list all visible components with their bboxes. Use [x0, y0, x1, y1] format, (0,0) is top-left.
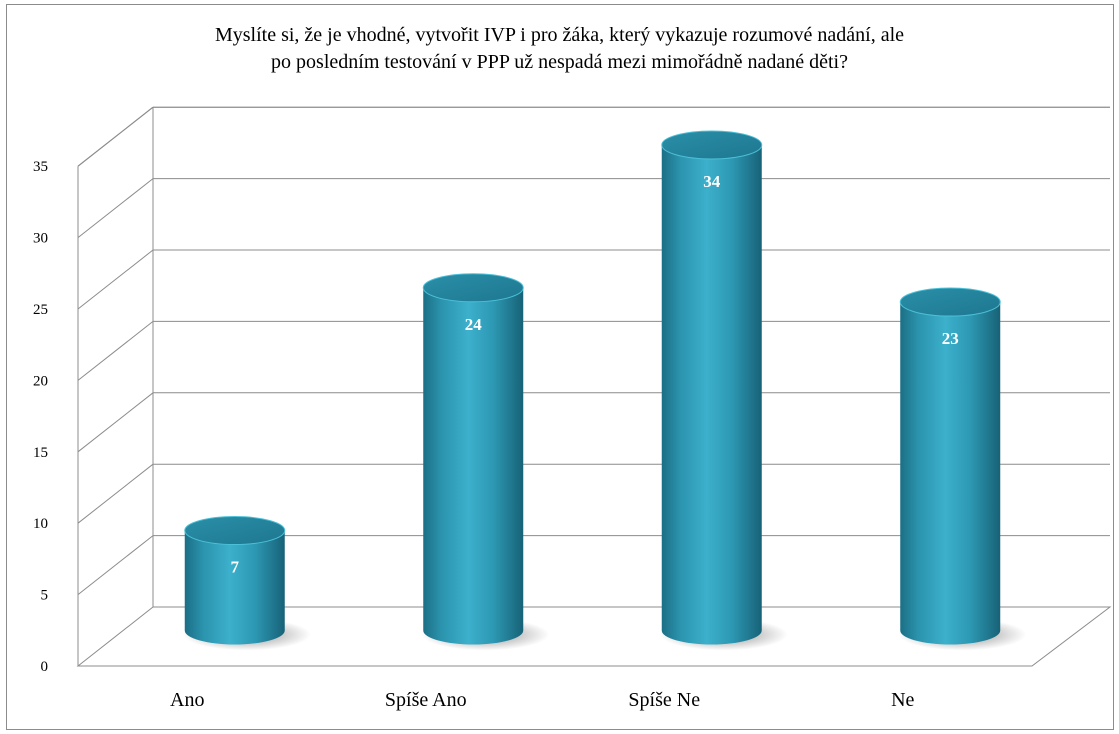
bar-ano [182, 516, 311, 651]
data-label: 34 [703, 172, 721, 191]
x-category-label: Ano [170, 689, 204, 711]
bar-spíše-ano [421, 273, 550, 651]
gridline-side-5 [77, 535, 154, 595]
bar-top [661, 130, 763, 160]
gridline-side-20 [77, 321, 154, 381]
data-label: 24 [465, 315, 483, 334]
side-wall-top-edge [77, 106, 154, 167]
chart-title-line-1: Myslíte si, že je vhodné, vytvořit IVP i… [214, 24, 905, 46]
axis-layer: 0 5 10 15 20 25 30 35 [33, 159, 79, 675]
bar-body [661, 144, 762, 645]
y-tick-label: 20 [33, 373, 48, 389]
gridline-side-25 [77, 249, 154, 310]
y-tick-label: 5 [41, 588, 49, 604]
bar-top [899, 287, 1001, 317]
gridline-side-15 [77, 392, 154, 453]
bar-body [900, 302, 1001, 645]
chart-title-line-2: po posledním testování v PPP už nespadá … [271, 51, 848, 73]
y-tick-label: 0 [41, 659, 49, 675]
bar-top [422, 273, 524, 303]
gridline-35 [77, 106, 1110, 167]
bar-body [423, 287, 524, 645]
y-tick-label: 35 [33, 159, 48, 175]
x-category-label: Spíše Ne [628, 689, 700, 711]
bar-body [184, 530, 285, 645]
floor [76, 606, 1112, 667]
gridline-25 [77, 249, 1110, 310]
y-tick-label: 15 [33, 445, 48, 461]
y-tick-label: 10 [33, 516, 48, 532]
bar-top [184, 516, 286, 546]
y-tick-label: 30 [33, 231, 48, 247]
bar-spíše-ne [659, 130, 788, 651]
data-label: 7 [231, 558, 240, 577]
label-layer: 7 Ano 24 Spíše Ano 34 Spíše Ne 23 Ne [170, 172, 959, 711]
gridline-30 [77, 178, 1110, 238]
x-category-label: Ne [891, 689, 914, 711]
gridline-side-10 [77, 463, 154, 524]
y-tick-label: 25 [33, 302, 48, 318]
chart-title: Myslíte si, že je vhodné, vytvořit IVP i… [0, 22, 1119, 76]
x-category-label: Spíše Ano [385, 689, 467, 711]
data-label: 23 [942, 329, 959, 348]
gridline-side-30 [77, 178, 154, 238]
bar-ne [898, 287, 1027, 651]
bar-layer [182, 130, 1027, 651]
